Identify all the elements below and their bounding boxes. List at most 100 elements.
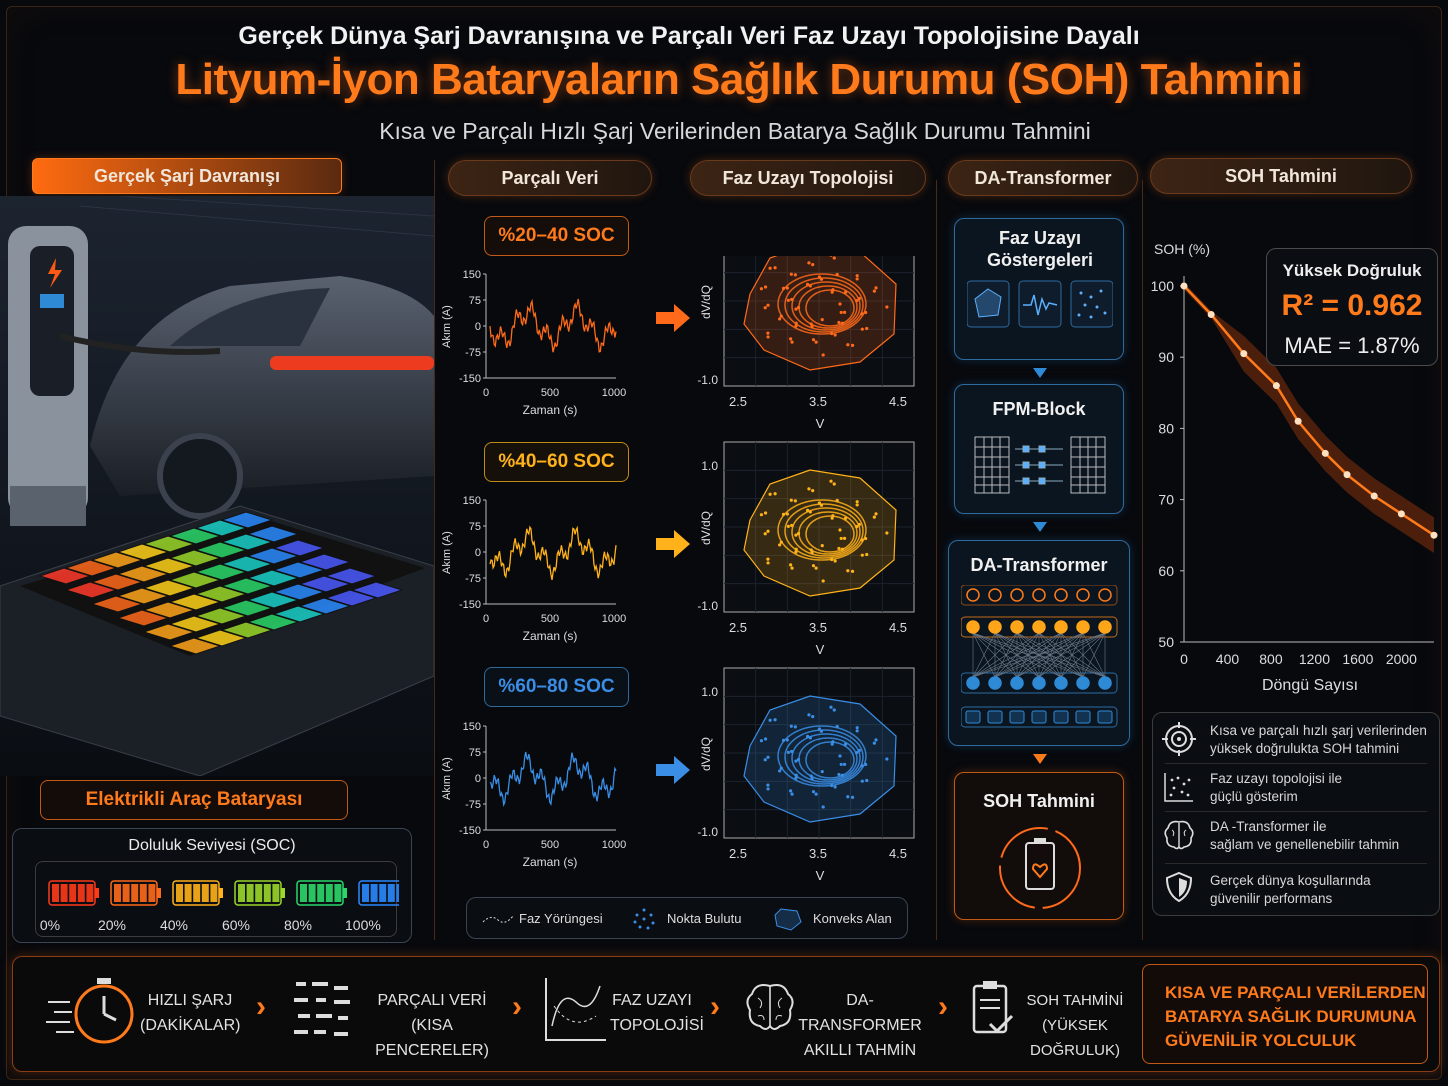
chevron-right-icon: › (710, 990, 720, 1023)
segment-tag-60-80: %60–80 SOC (484, 667, 629, 707)
charger-icon (8, 226, 88, 526)
fpm-block-box: FPM-Block (954, 384, 1124, 514)
cloud-point (855, 500, 859, 504)
cloud-point (811, 489, 815, 493)
attention-node (1032, 588, 1046, 602)
battery-cell (220, 621, 274, 639)
cloud-point (779, 540, 783, 544)
cloud-point (821, 805, 825, 809)
current-xlabel: Zaman (s) (523, 855, 578, 869)
attention-node (988, 620, 1002, 634)
cloud-point (794, 776, 798, 780)
current-ylabel: Akım (A) (441, 531, 453, 574)
header-da-transformer: DA-Transformer (948, 160, 1138, 196)
battery-cell (246, 547, 300, 565)
cloud-point (860, 779, 864, 783)
cloud-point (786, 298, 790, 302)
soc-label: 100% (345, 917, 381, 933)
soh-point (1343, 471, 1351, 479)
cloud-point (837, 772, 841, 777)
cloud-point (838, 302, 842, 306)
cloud-point (860, 312, 864, 316)
cloud-point (781, 738, 786, 742)
ev-battery-illustration (0, 196, 434, 776)
soh-point (1321, 449, 1329, 457)
current-xtick: 0 (483, 613, 489, 625)
attention-node (966, 620, 980, 634)
cloud-point (830, 557, 834, 562)
header-soh-prediction: SOH Tahmini (1150, 158, 1412, 194)
cloud-point (842, 762, 847, 766)
current-ylabel: Akım (A) (441, 757, 453, 800)
current-signal (489, 525, 617, 581)
cloud-point (793, 725, 797, 729)
battery-cell (220, 533, 274, 551)
cloud-point (781, 286, 786, 290)
cloud-point (814, 792, 818, 796)
current-ytick: 75 (469, 295, 481, 307)
battery-cell (142, 579, 196, 597)
cloud-point (830, 783, 834, 788)
battery-cell (246, 613, 300, 631)
current-xlabel: Zaman (s) (523, 629, 578, 643)
cloud-point (814, 566, 818, 570)
cloud-point (833, 333, 837, 337)
phase-ylabel: dV/dQ (699, 737, 713, 771)
soh-ytick: 50 (1158, 634, 1174, 650)
cloud-point (809, 322, 813, 326)
soh-point (1370, 492, 1378, 500)
battery-cell (324, 589, 378, 607)
r2-value: R² = 0.962 (1281, 289, 1423, 322)
cloud-point (790, 566, 794, 570)
phase-trajectory (791, 281, 861, 331)
cloud-point (830, 742, 834, 746)
phase-ytick: -1.0 (697, 599, 718, 613)
soh-xlabel: Döngü Sayısı (1262, 677, 1358, 694)
battery-cell (90, 573, 144, 591)
phase-ytick: 1.0 (701, 459, 718, 473)
cloud-point (805, 508, 810, 512)
soh-xtick: 1200 (1299, 651, 1330, 667)
soh-xtick: 0 (1180, 651, 1188, 667)
cloud-point (842, 310, 847, 314)
cloud-point (840, 773, 844, 777)
phase-ylabel: dV/dQ (699, 511, 713, 545)
current-xlabel: Zaman (s) (523, 403, 578, 417)
segment-tag-20-40: %20–40 SOC (484, 216, 629, 256)
phase-trajectory (777, 273, 867, 335)
current-xtick: 500 (541, 839, 559, 851)
phase-trajectory (777, 725, 867, 787)
cloud-point (855, 729, 859, 733)
cloud-point (855, 503, 859, 507)
cloud-point (830, 516, 834, 520)
cloud-point (789, 789, 793, 793)
segment-tag-40-60: %40–60 SOC (484, 442, 629, 482)
cloud-point (808, 736, 812, 740)
fpm-grid-icon (974, 436, 1106, 494)
phase-xtick: 2.5 (729, 394, 747, 409)
battery-cell (298, 575, 352, 593)
phase-xlabel: V (816, 642, 825, 657)
cloud-point (857, 522, 861, 527)
cloud-point (885, 305, 889, 309)
cloud-point (872, 515, 876, 519)
cloud-point (766, 783, 770, 787)
battery-cell (38, 567, 92, 585)
cloud-point (789, 272, 793, 276)
soh-xtick: 2000 (1386, 651, 1417, 667)
soh-chart: SOH (%) 100 90 80 70 60 50 0 400 800 1200 1600 2000 D… (1151, 241, 1438, 694)
attention-network-icon (961, 585, 1118, 728)
cloud-point (832, 256, 836, 260)
cloud-point (814, 340, 818, 344)
soh-ylabel: SOH (%) (1154, 241, 1210, 257)
cloud-point (809, 548, 813, 552)
current-ytick: 150 (463, 721, 481, 733)
cloud-point (855, 525, 859, 529)
phase-xlabel: V (816, 868, 825, 883)
phase-ytick: -1.0 (697, 373, 718, 387)
cloud-point (796, 531, 801, 536)
phase-indicators-title: Faz Uzayı Göstergeleri (986, 228, 1094, 270)
cloud-point (820, 770, 824, 774)
da-transformer-title: DA-Transformer (970, 555, 1108, 575)
arrow-right-icon (656, 304, 690, 332)
